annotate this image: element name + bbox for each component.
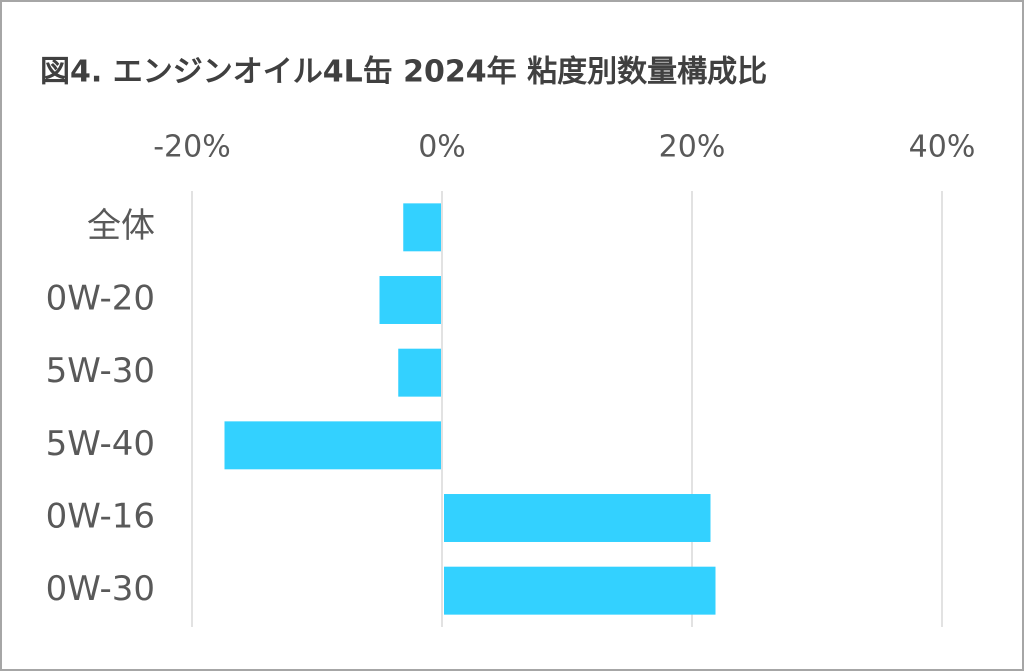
y-tick-label: 全体 xyxy=(87,206,155,246)
x-tick-label: 40% xyxy=(909,130,976,165)
y-tick-label: 0W-16 xyxy=(46,497,155,537)
y-tick-label: 0W-30 xyxy=(46,569,155,609)
x-tick-label: 0% xyxy=(418,130,466,165)
x-tick-label: -20% xyxy=(153,130,231,165)
bar xyxy=(444,494,711,542)
bar xyxy=(224,421,441,470)
x-tick-label: 20% xyxy=(659,130,726,165)
bar xyxy=(444,566,716,615)
bar xyxy=(403,203,441,252)
y-tick-label: 0W-20 xyxy=(46,279,155,319)
y-tick-label: 5W-30 xyxy=(46,351,155,391)
y-tick-label: 5W-40 xyxy=(46,424,155,464)
bar xyxy=(398,348,441,397)
bar xyxy=(379,276,441,324)
chart-title: 図4. エンジンオイル4L缶 2024年 粘度別数量構成比 xyxy=(40,55,767,90)
